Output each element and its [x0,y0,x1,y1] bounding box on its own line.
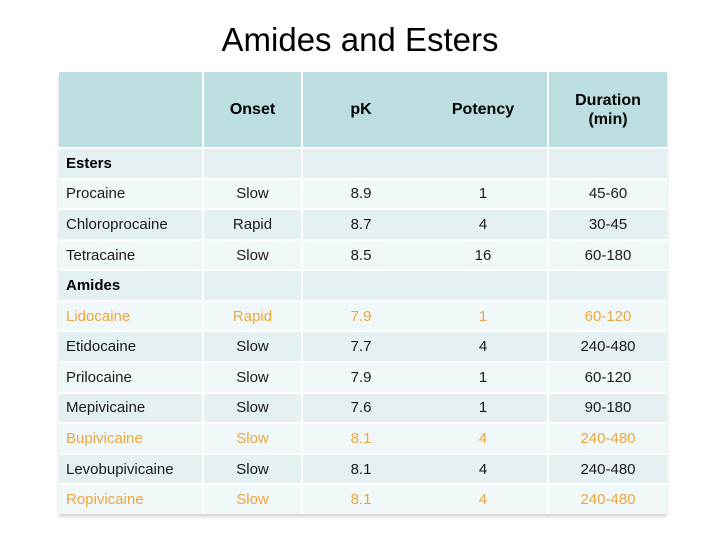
cell-potency: 4 [478,460,488,478]
cell-duration: 60-180 [547,240,667,270]
cell-onset: Slow [202,485,301,514]
cell-potency: 4 [478,215,488,233]
cell-duration: 30-45 [547,210,667,239]
cell-onset [202,271,301,300]
cell-potency [419,271,547,300]
cell-drug-name: Amides [66,277,121,295]
cell-potency: 1 [478,307,488,325]
cell-drug-name: Levobupivicaine [66,460,174,478]
table-row: Ropivicaine Slow 8.1 4 240-480 [59,483,667,514]
cell-pk [301,149,419,178]
cell-drug-name: Chloroprocaine [66,215,168,233]
cell-duration: 90-180 [547,393,667,423]
table-row: Etidocaine Slow 7.7 4 240-480 [59,330,667,362]
table-header-row: Onset pK Potency Duration (min) [59,72,667,147]
cell-drug-name: Lidocaine [66,307,131,325]
cell-pk: 7.6 [301,393,419,423]
column-header-pk: pK [301,72,419,147]
cell-pk: 7.7 [301,332,419,362]
column-header-duration: Duration (min) [547,72,667,147]
cell-drug-name: Etidocaine [66,338,137,356]
column-header-potency: Potency [451,101,515,118]
cell-potency: 4 [478,429,488,447]
cell-drug-name: Procaine [66,185,126,203]
column-header-onset: Onset [202,72,301,147]
table-row: Mepivicaine Slow 7.6 1 90-180 [59,391,667,423]
cell-drug-name: Bupivicaine [66,429,143,447]
table-body: Esters Procaine Slow 8.9 1 45-60 Chlorop… [59,147,667,514]
cell-drug-name: Mepivicaine [66,399,146,417]
cell-potency [419,149,547,178]
cell-pk: 8.1 [301,454,419,484]
table-row: Procaine Slow 8.9 1 45-60 [59,177,667,209]
cell-onset: Rapid [202,210,301,239]
drug-table: Onset pK Potency Duration (min) Esters P… [59,72,667,514]
cell-drug-name: Ropivicaine [66,491,144,509]
table-row: Prilocaine Slow 7.9 1 60-120 [59,361,667,392]
cell-duration [547,271,667,300]
slide-title: Amides and Esters [221,21,499,58]
cell-drug-name: Tetracaine [66,246,136,264]
cell-onset [202,149,301,178]
table-row: Tetracaine Slow 8.5 16 60-180 [59,238,667,270]
cell-duration: 240-480 [547,332,667,362]
cell-potency: 1 [478,368,488,386]
cell-potency: 16 [474,246,492,264]
cell-pk: 8.1 [301,485,419,514]
cell-pk: 8.9 [301,179,419,209]
section-row: Esters [59,147,667,178]
cell-pk [301,271,419,300]
cell-pk: 8.1 [301,424,419,453]
column-header-drug [59,72,202,147]
cell-drug-name: Prilocaine [66,368,132,386]
cell-onset: Slow [202,454,301,484]
cell-duration: 240-480 [547,454,667,484]
cell-drug-name: Esters [66,154,112,172]
cell-duration: 240-480 [547,485,667,514]
cell-onset: Slow [202,393,301,423]
table-row: Levobupivicaine Slow 8.1 4 240-480 [59,452,667,484]
table-row: Lidocaine Rapid 7.9 1 60-120 [59,299,667,331]
cell-onset: Slow [202,332,301,362]
table-row: Chloroprocaine Rapid 8.7 4 30-45 [59,208,667,239]
cell-pk: 8.5 [301,240,419,270]
cell-potency: 4 [478,338,488,356]
cell-potency: 1 [478,185,488,203]
cell-pk: 8.7 [301,210,419,239]
cell-onset: Slow [202,424,301,453]
cell-potency: 1 [478,399,488,417]
cell-duration: 45-60 [547,179,667,209]
cell-potency: 4 [478,491,488,509]
cell-onset: Slow [202,240,301,270]
table-row: Bupivicaine Slow 8.1 4 240-480 [59,422,667,453]
cell-pk: 7.9 [301,363,419,392]
cell-pk: 7.9 [301,301,419,331]
cell-onset: Rapid [202,301,301,331]
cell-duration: 60-120 [547,301,667,331]
section-row: Amides [59,269,667,300]
cell-duration: 240-480 [547,424,667,453]
cell-duration: 60-120 [547,363,667,392]
cell-duration [547,149,667,178]
cell-onset: Slow [202,363,301,392]
cell-onset: Slow [202,179,301,209]
